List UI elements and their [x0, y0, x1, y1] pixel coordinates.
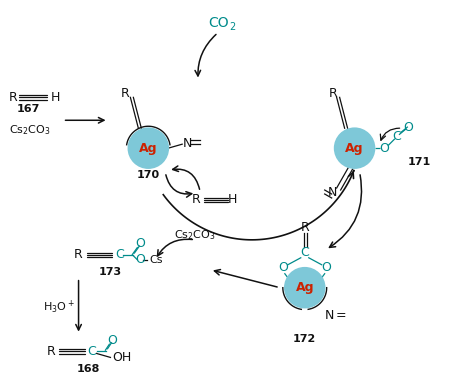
Text: Ag: Ag [295, 281, 314, 294]
Circle shape [285, 268, 325, 308]
Text: 168: 168 [77, 364, 100, 374]
Text: O: O [136, 237, 146, 250]
Text: O: O [136, 253, 146, 266]
Text: =: = [336, 309, 346, 322]
Text: N: N [328, 185, 337, 199]
Text: R: R [74, 248, 83, 261]
Text: R: R [328, 87, 337, 100]
Text: 2: 2 [229, 22, 235, 32]
Text: R: R [301, 221, 309, 234]
Text: Ag: Ag [346, 142, 364, 155]
Text: O: O [108, 334, 118, 347]
Text: O: O [278, 261, 288, 274]
Text: 170: 170 [137, 170, 160, 180]
Circle shape [128, 128, 168, 168]
Text: O: O [322, 261, 332, 274]
Text: N: N [325, 309, 334, 322]
Text: C: C [115, 248, 124, 261]
Text: H$_3$O$^+$: H$_3$O$^+$ [43, 299, 74, 316]
Text: N: N [183, 137, 192, 150]
Text: Cs$_2$CO$_3$: Cs$_2$CO$_3$ [174, 228, 216, 242]
Text: 173: 173 [99, 267, 122, 277]
Text: O: O [380, 142, 390, 155]
Text: H: H [228, 194, 237, 206]
Text: OH: OH [112, 351, 132, 364]
Text: R: R [121, 87, 130, 100]
Text: H: H [51, 91, 60, 104]
Text: 171: 171 [408, 157, 431, 167]
Circle shape [335, 128, 374, 168]
Text: 167: 167 [17, 104, 40, 114]
Text: Ag: Ag [139, 142, 157, 155]
Text: Cs$_2$CO$_3$: Cs$_2$CO$_3$ [9, 123, 51, 137]
Text: C: C [301, 246, 309, 259]
Text: Cs: Cs [149, 255, 163, 265]
Text: 172: 172 [293, 334, 316, 344]
Text: CO: CO [208, 16, 228, 30]
Text: R: R [192, 194, 201, 206]
Text: R: R [9, 91, 18, 104]
Text: R: R [46, 345, 55, 358]
Text: O: O [403, 121, 413, 134]
Text: C: C [392, 130, 401, 143]
Text: C: C [87, 345, 96, 358]
